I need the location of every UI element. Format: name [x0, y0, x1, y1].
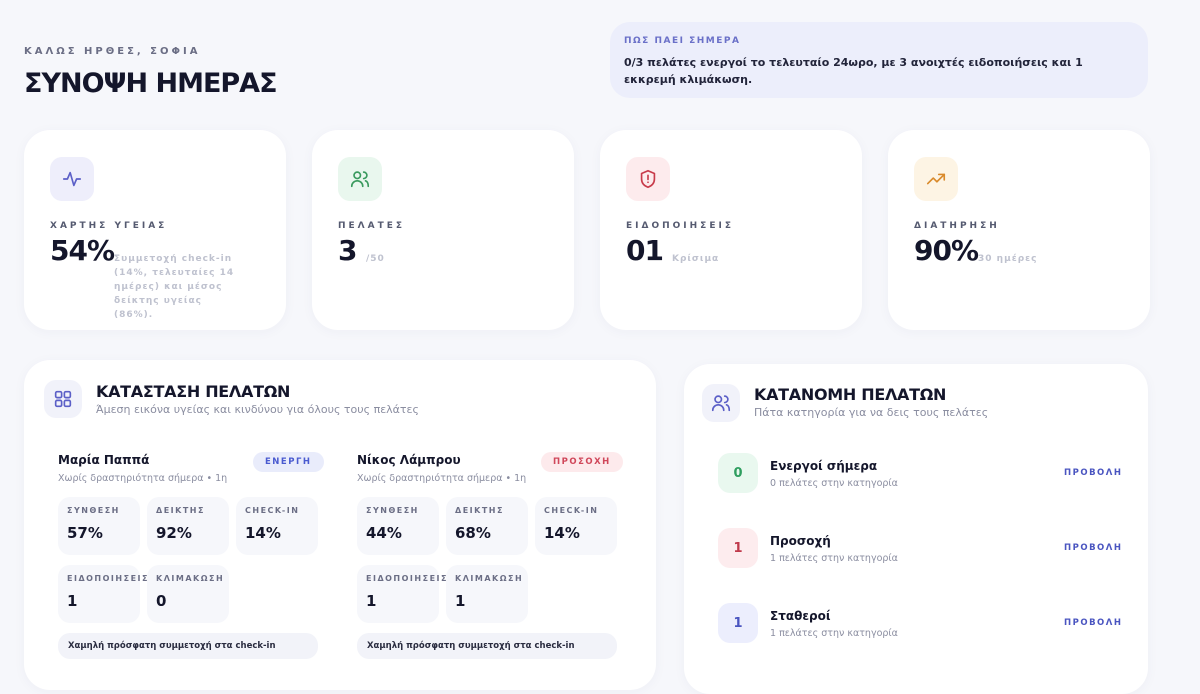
today-summary: ΠΩΣ ΠΑΕΙ ΣΗΜΕΡΑ 0/3 πελάτες ενεργοί το τε…	[610, 22, 1148, 98]
metric-value: 44%	[366, 524, 402, 542]
client-note: Χαμηλή πρόσφατη συμμετοχή στα check-in	[58, 633, 318, 659]
status-badge: ΠΡΟΣΟΧΗ	[541, 452, 623, 472]
metric-label: ΣΥΝΘΕΣΗ	[67, 506, 120, 515]
metric-value: 0	[156, 592, 167, 610]
metric-tile: ΣΥΝΘΕΣΗ 57%	[58, 497, 140, 555]
stat-note: Κρίσιμα	[672, 254, 720, 264]
stat-card: ΕΙΔΟΠΟΙΗΣΕΙΣ 01 Κρίσιμα	[600, 130, 862, 330]
view-button[interactable]: ΠΡΟΒΟΛΗ	[1064, 618, 1123, 628]
metric-value: 1	[67, 592, 78, 610]
row-label: Σταθεροί	[770, 609, 831, 623]
stat-card: ΧΑΡΤΗΣ ΥΓΕΙΑΣ 54% Συμμετοχή check-in (14%,…	[24, 130, 286, 330]
metric-tile: ΕΙΔΟΠΟΙΗΣΕΙΣ 1	[58, 565, 149, 623]
row-sub: 1 πελάτες στην κατηγορία	[770, 628, 898, 639]
metric-label: ΕΙΔΟΠΟΙΗΣΕΙΣ	[366, 574, 448, 583]
metric-label: CHECK-IN	[245, 506, 300, 515]
page: ΚΑΛΩΣ ΗΡΘΕΣ, ΣΟΦΙΑ ΣΥΝΟΨΗ ΗΜΕΡΑΣ ΠΩΣ ΠΑΕΙ …	[24, 22, 1150, 659]
icon	[711, 395, 731, 412]
panel-subtitle: Άμεση εικόνα υγείας και κινδύνου για όλο…	[96, 403, 419, 416]
stat-value: 54%	[50, 234, 115, 267]
page-title: ΣΥΝΟΨΗ ΗΜΕΡΑΣ	[24, 68, 278, 99]
stat-value: 90%	[914, 234, 979, 267]
metric-label: CHECK-IN	[544, 506, 599, 515]
stat-value: 01	[626, 234, 664, 267]
stat-value: 3	[338, 234, 358, 267]
stat-label: ΕΙΔΟΠΟΙΗΣΕΙΣ	[626, 221, 734, 231]
metric-tile: CHECK-IN 14%	[236, 497, 318, 555]
row-sub: 1 πελάτες στην κατηγορία	[770, 553, 898, 564]
stat-note: Συμμετοχή check-in (14%, τελευταίες 14 η…	[114, 254, 235, 320]
stat-icon	[626, 157, 670, 201]
view-button[interactable]: ΠΡΟΒΟΛΗ	[1064, 543, 1123, 553]
row-sub: 0 πελάτες στην κατηγορία	[770, 478, 898, 489]
icon	[926, 173, 946, 185]
stat-icon	[914, 157, 958, 201]
stat-card: ΔΙΑΤΗΡΗΣΗ 90% 30 ημέρες	[888, 130, 1150, 330]
metric-label: ΔΕΙΚΤΗΣ	[455, 506, 504, 515]
client-activity: Χωρίς δραστηριότητα σήμερα • 1η	[357, 473, 527, 484]
greeting: ΚΑΛΩΣ ΗΡΘΕΣ, ΣΟΦΙΑ	[24, 46, 201, 57]
panel-subtitle: Πάτα κατηγορία για να δεις τους πελάτες	[754, 406, 989, 419]
metric-label: ΚΛΙΜΑΚΩΣΗ	[156, 574, 225, 583]
icon	[640, 169, 656, 189]
metric-tile: ΚΛΙΜΑΚΩΣΗ 1	[446, 565, 528, 623]
metric-label: ΣΥΝΘΕΣΗ	[366, 506, 419, 515]
panel-title: ΚΑΤΑΣΤΑΣΗ ΠΕΛΑΤΩΝ	[96, 382, 291, 401]
metric-tile: ΔΕΙΚΤΗΣ 68%	[446, 497, 528, 555]
stat-label: ΧΑΡΤΗΣ ΥΓΕΙΑΣ	[50, 221, 168, 231]
row-label: Προσοχή	[770, 534, 831, 548]
metric-tile: CHECK-IN 14%	[535, 497, 617, 555]
count-box: 1	[718, 603, 758, 643]
panel-icon	[702, 384, 740, 422]
stat-label: ΔΙΑΤΗΡΗΣΗ	[914, 221, 1000, 231]
today-label: ΠΩΣ ΠΑΕΙ ΣΗΜΕΡΑ	[624, 36, 741, 46]
metric-value: 92%	[156, 524, 192, 542]
client-name: Μαρία Παππά	[58, 453, 150, 467]
stat-note: 30 ημέρες	[978, 254, 1038, 264]
distribution-panel: ΚΑΤΑΝΟΜΗ ΠΕΛΑΤΩΝ Πάτα κατηγορία για να δε…	[684, 364, 1148, 694]
metric-value: 68%	[455, 524, 491, 542]
stat-icon	[338, 157, 382, 201]
metric-value: 1	[366, 592, 377, 610]
icon	[350, 171, 370, 188]
metric-value: 57%	[67, 524, 103, 542]
client-name: Νίκος Λάμπρου	[357, 453, 461, 467]
metric-tile: ΔΕΙΚΤΗΣ 92%	[147, 497, 229, 555]
metric-tile: ΣΥΝΘΕΣΗ 44%	[357, 497, 439, 555]
stat-icon	[50, 157, 94, 201]
metric-label: ΕΙΔΟΠΟΙΗΣΕΙΣ	[67, 574, 149, 583]
count-box: 0	[718, 453, 758, 493]
panel-title: ΚΑΤΑΝΟΜΗ ΠΕΛΑΤΩΝ	[754, 385, 947, 404]
metric-label: ΚΛΙΜΑΚΩΣΗ	[455, 574, 524, 583]
metric-tile: ΕΙΔΟΠΟΙΗΣΕΙΣ 1	[357, 565, 448, 623]
today-text: 0/3 πελάτες ενεργοί το τελευταίο 24ωρο, …	[624, 56, 1083, 86]
status-panel: ΚΑΤΑΣΤΑΣΗ ΠΕΛΑΤΩΝ Άμεση εικόνα υγείας και…	[24, 360, 656, 690]
status-badge: ΕΝΕΡΓΗ	[253, 452, 324, 472]
client-activity: Χωρίς δραστηριότητα σήμερα • 1η	[58, 473, 228, 484]
stat-note: /50	[366, 254, 385, 264]
row-label: Ενεργοί σήμερα	[770, 459, 878, 473]
stat-label: ΠΕΛΑΤΕΣ	[338, 221, 406, 231]
metric-value: 1	[455, 592, 466, 610]
metric-value: 14%	[544, 524, 580, 542]
metric-value: 14%	[245, 524, 281, 542]
metric-tile: ΚΛΙΜΑΚΩΣΗ 0	[147, 565, 229, 623]
client-note: Χαμηλή πρόσφατη συμμετοχή στα check-in	[357, 633, 617, 659]
panel-icon	[44, 380, 82, 418]
metric-label: ΔΕΙΚΤΗΣ	[156, 506, 205, 515]
icon	[54, 390, 72, 408]
view-button[interactable]: ΠΡΟΒΟΛΗ	[1064, 468, 1123, 478]
stat-card: ΠΕΛΑΤΕΣ 3/50	[312, 130, 574, 330]
icon	[62, 171, 82, 187]
count-box: 1	[718, 528, 758, 568]
